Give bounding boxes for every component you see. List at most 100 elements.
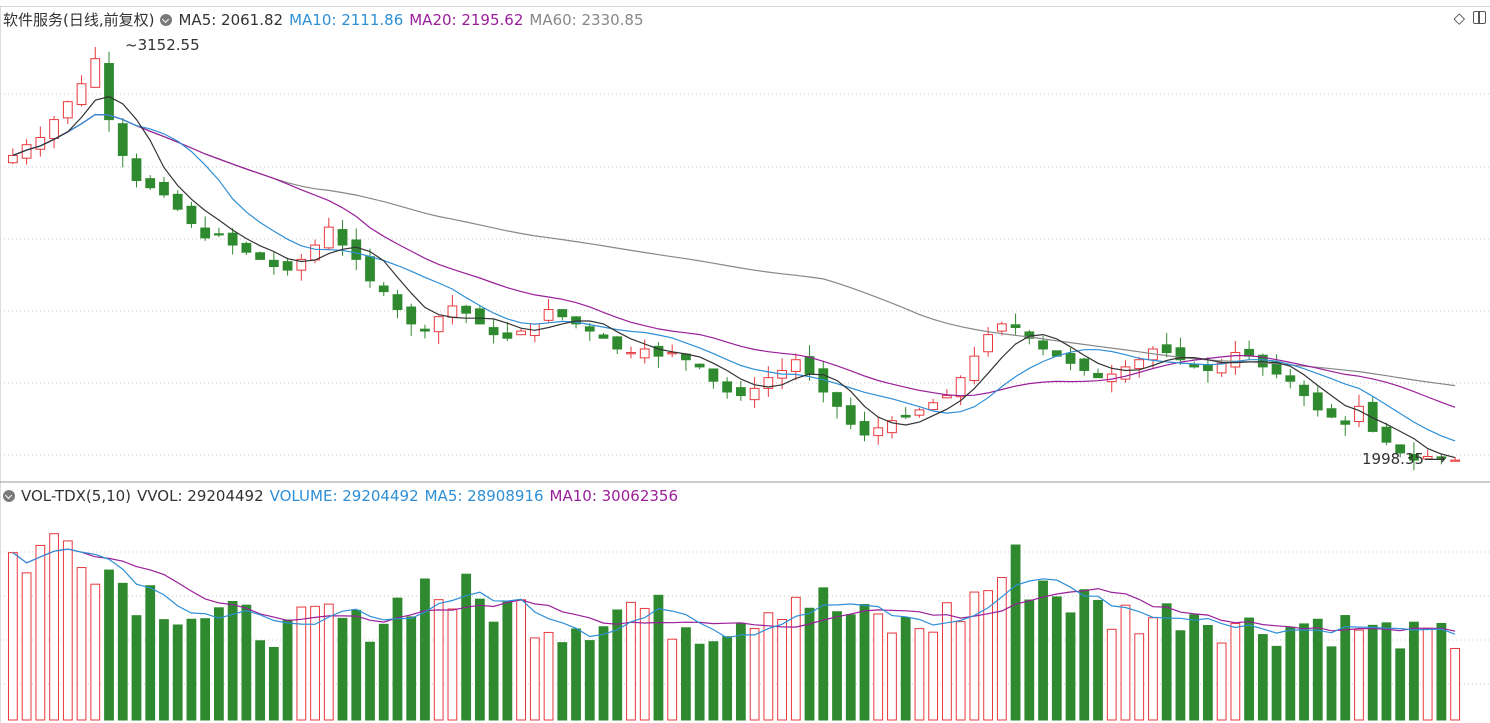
window-icon[interactable] — [1473, 11, 1486, 24]
candle-body — [1299, 384, 1309, 397]
volume-bar — [145, 585, 156, 721]
candle-body — [1326, 408, 1337, 418]
volume-bar — [1354, 629, 1364, 721]
volume-bar — [172, 624, 183, 721]
candle-body — [1202, 363, 1213, 371]
candle-body — [104, 63, 114, 121]
ma5-line — [12, 96, 1456, 459]
candle-body — [420, 328, 430, 332]
volume-bar — [474, 598, 485, 721]
volume-bar — [255, 640, 266, 721]
volume-bar — [227, 600, 238, 721]
volume-bar — [1285, 626, 1296, 721]
candle-body — [667, 352, 678, 355]
candle-body — [1230, 352, 1241, 368]
ma20-line — [12, 113, 1456, 408]
volume-bar — [1450, 647, 1461, 721]
candle-body — [35, 137, 46, 150]
volume-bar — [928, 631, 939, 721]
volume-bar — [1340, 615, 1351, 721]
volume-bar — [420, 578, 430, 721]
volume-bar — [1395, 648, 1406, 721]
vol-legend-item-1: VOLUME: 29204492 — [269, 487, 419, 505]
candle-body — [351, 239, 362, 260]
candle-body — [1409, 454, 1419, 461]
volume-bar — [21, 572, 32, 721]
candle-body — [708, 368, 719, 382]
candle-body — [131, 158, 142, 182]
candle-body — [1340, 420, 1351, 425]
volume-bar — [749, 628, 760, 721]
candle-body — [900, 414, 911, 418]
volume-bar — [323, 603, 334, 721]
diamond-icon[interactable]: ◇ — [1453, 9, 1465, 27]
candle-body — [200, 227, 211, 239]
volume-bar — [406, 616, 417, 721]
candle-body — [1161, 344, 1172, 354]
volume-bar — [1271, 645, 1282, 721]
volume-bar — [447, 608, 458, 721]
candle-body — [722, 381, 733, 393]
chart-controls: ◇ — [1445, 9, 1486, 27]
candle-body — [1271, 361, 1282, 375]
volume-bar — [557, 642, 568, 721]
volume-bar — [76, 567, 87, 721]
volume-bar — [1257, 634, 1268, 721]
volume-bar — [131, 615, 142, 721]
low-value: 1998.35 — [1362, 450, 1425, 468]
candle-body — [392, 294, 403, 311]
candle-body — [474, 308, 485, 325]
candle-body — [749, 387, 760, 401]
volume-bar — [365, 641, 375, 721]
candle-body — [1367, 401, 1378, 432]
volume-bar — [612, 609, 623, 721]
candle-body — [735, 387, 746, 397]
candle-body — [461, 305, 472, 314]
candle-body — [159, 181, 169, 196]
candle-body — [90, 58, 101, 88]
dropdown-icon[interactable] — [3, 490, 15, 502]
price-legend: 软件服务(日线,前复权) MA5: 2061.82 MA10: 2111.86 MA2… — [3, 8, 656, 32]
vol-legend-item-2: MA5: 28908916 — [424, 487, 544, 505]
candle-body — [1216, 362, 1227, 374]
high-annotation: ~3152.55 — [125, 36, 200, 54]
candle-body — [653, 345, 664, 357]
candle-body — [214, 233, 224, 236]
candle-body — [7, 154, 18, 164]
candle-body — [557, 309, 568, 318]
volume-bar — [1010, 544, 1021, 721]
volume-bar — [887, 632, 897, 721]
volume-bar — [1189, 614, 1200, 721]
volume-bar — [1148, 617, 1158, 721]
ma10-line — [12, 113, 1456, 442]
candle-body — [310, 244, 320, 261]
volume-bar — [543, 631, 554, 721]
volume-bar — [1422, 627, 1433, 721]
candle-body — [172, 193, 183, 210]
volume-bar — [310, 605, 320, 721]
volume-bar — [832, 611, 842, 721]
candle-body — [694, 363, 705, 368]
candle-body — [1312, 392, 1323, 411]
ma-legend-item-0: MA5: 2061.82 — [178, 11, 284, 29]
volume-bar — [461, 573, 472, 721]
candle-body — [323, 226, 334, 249]
volume-bar — [694, 643, 705, 721]
volume-bar — [351, 609, 362, 721]
volume-bar — [488, 621, 499, 721]
ma-legend-items: MA5: 2061.82 MA10: 2111.86 MA20: 2195.62 MA… — [178, 11, 649, 29]
candle-body — [1354, 405, 1364, 423]
ma60-line — [12, 113, 1456, 387]
candle-body — [543, 309, 554, 321]
candle-body — [296, 258, 307, 271]
candle-body — [1079, 358, 1090, 371]
volume-bar — [1134, 633, 1145, 721]
volume-bar — [1120, 604, 1131, 721]
candle-body — [49, 119, 59, 139]
candle-body — [584, 326, 595, 332]
dropdown-icon[interactable] — [160, 14, 173, 26]
candle-body — [1381, 426, 1392, 443]
volume-bar — [942, 602, 952, 721]
volume-bar — [763, 612, 774, 721]
volume-bar — [1106, 628, 1117, 721]
